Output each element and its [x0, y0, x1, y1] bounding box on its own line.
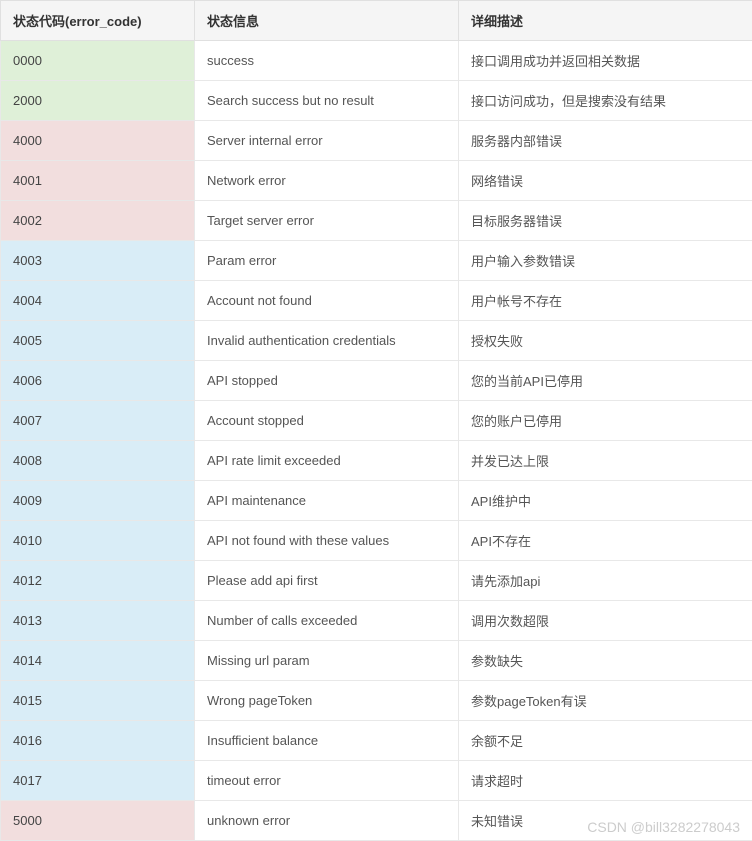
cell-desc: 网络错误 — [459, 161, 752, 201]
cell-code: 4004 — [1, 281, 195, 321]
cell-desc: 参数缺失 — [459, 641, 752, 681]
cell-desc: 并发已达上限 — [459, 441, 752, 481]
cell-code: 0000 — [1, 41, 195, 81]
cell-info: unknown error — [195, 801, 459, 841]
cell-code: 4016 — [1, 721, 195, 761]
cell-desc: 调用次数超限 — [459, 601, 752, 641]
table-row: 4017timeout error请求超时 — [1, 761, 752, 801]
col-header-code: 状态代码(error_code) — [1, 1, 195, 41]
cell-info: Search success but no result — [195, 81, 459, 121]
cell-info: Insufficient balance — [195, 721, 459, 761]
cell-code: 2000 — [1, 81, 195, 121]
cell-desc: 目标服务器错误 — [459, 201, 752, 241]
cell-info: Account stopped — [195, 401, 459, 441]
table-row: 4015Wrong pageToken参数pageToken有误 — [1, 681, 752, 721]
cell-info: Account not found — [195, 281, 459, 321]
table-row: 2000Search success but no result接口访问成功，但… — [1, 81, 752, 121]
table-row: 0000success接口调用成功并返回相关数据 — [1, 41, 752, 81]
error-code-table: 状态代码(error_code) 状态信息 详细描述 0000success接口… — [0, 0, 752, 841]
table-row: 4006API stopped您的当前API已停用 — [1, 361, 752, 401]
cell-desc: 接口访问成功，但是搜索没有结果 — [459, 81, 752, 121]
cell-info: API not found with these values — [195, 521, 459, 561]
cell-desc: API不存在 — [459, 521, 752, 561]
cell-code: 4015 — [1, 681, 195, 721]
cell-info: Network error — [195, 161, 459, 201]
cell-code: 4009 — [1, 481, 195, 521]
cell-desc: API维护中 — [459, 481, 752, 521]
cell-info: API maintenance — [195, 481, 459, 521]
cell-info: Wrong pageToken — [195, 681, 459, 721]
table-row: 4010API not found with these valuesAPI不存… — [1, 521, 752, 561]
cell-info: API stopped — [195, 361, 459, 401]
cell-info: Server internal error — [195, 121, 459, 161]
cell-info: Param error — [195, 241, 459, 281]
table-row: 4004Account not found用户帐号不存在 — [1, 281, 752, 321]
cell-code: 4005 — [1, 321, 195, 361]
cell-desc: 您的当前API已停用 — [459, 361, 752, 401]
cell-desc: 用户输入参数错误 — [459, 241, 752, 281]
cell-code: 4003 — [1, 241, 195, 281]
cell-info: Please add api first — [195, 561, 459, 601]
cell-info: Target server error — [195, 201, 459, 241]
table-header: 状态代码(error_code) 状态信息 详细描述 — [1, 1, 752, 41]
cell-desc: 参数pageToken有误 — [459, 681, 752, 721]
cell-code: 4008 — [1, 441, 195, 481]
cell-desc: 未知错误 — [459, 801, 752, 841]
cell-code: 4010 — [1, 521, 195, 561]
cell-info: Invalid authentication credentials — [195, 321, 459, 361]
cell-info: timeout error — [195, 761, 459, 801]
table-row: 4007Account stopped您的账户已停用 — [1, 401, 752, 441]
table-row: 4000Server internal error服务器内部错误 — [1, 121, 752, 161]
cell-info: Missing url param — [195, 641, 459, 681]
cell-info: success — [195, 41, 459, 81]
cell-code: 4014 — [1, 641, 195, 681]
table-row: 4016Insufficient balance余额不足 — [1, 721, 752, 761]
cell-code: 4007 — [1, 401, 195, 441]
table-row: 4008API rate limit exceeded并发已达上限 — [1, 441, 752, 481]
cell-desc: 余额不足 — [459, 721, 752, 761]
table-row: 4003Param error用户输入参数错误 — [1, 241, 752, 281]
table-row: 4012Please add api first请先添加api — [1, 561, 752, 601]
col-header-desc: 详细描述 — [459, 1, 752, 41]
table-row: 5000unknown error未知错误 — [1, 801, 752, 841]
cell-desc: 接口调用成功并返回相关数据 — [459, 41, 752, 81]
cell-desc: 授权失败 — [459, 321, 752, 361]
col-header-info: 状态信息 — [195, 1, 459, 41]
cell-info: API rate limit exceeded — [195, 441, 459, 481]
cell-code: 4012 — [1, 561, 195, 601]
cell-desc: 用户帐号不存在 — [459, 281, 752, 321]
table-row: 4013Number of calls exceeded调用次数超限 — [1, 601, 752, 641]
cell-desc: 请先添加api — [459, 561, 752, 601]
cell-code: 4013 — [1, 601, 195, 641]
table-row: 4002Target server error目标服务器错误 — [1, 201, 752, 241]
cell-code: 4006 — [1, 361, 195, 401]
cell-info: Number of calls exceeded — [195, 601, 459, 641]
table-row: 4001Network error网络错误 — [1, 161, 752, 201]
table-row: 4009API maintenanceAPI维护中 — [1, 481, 752, 521]
cell-desc: 服务器内部错误 — [459, 121, 752, 161]
cell-code: 4000 — [1, 121, 195, 161]
cell-code: 4002 — [1, 201, 195, 241]
cell-code: 5000 — [1, 801, 195, 841]
table-row: 4005Invalid authentication credentials授权… — [1, 321, 752, 361]
cell-code: 4001 — [1, 161, 195, 201]
table-row: 4014Missing url param参数缺失 — [1, 641, 752, 681]
cell-desc: 您的账户已停用 — [459, 401, 752, 441]
cell-code: 4017 — [1, 761, 195, 801]
cell-desc: 请求超时 — [459, 761, 752, 801]
